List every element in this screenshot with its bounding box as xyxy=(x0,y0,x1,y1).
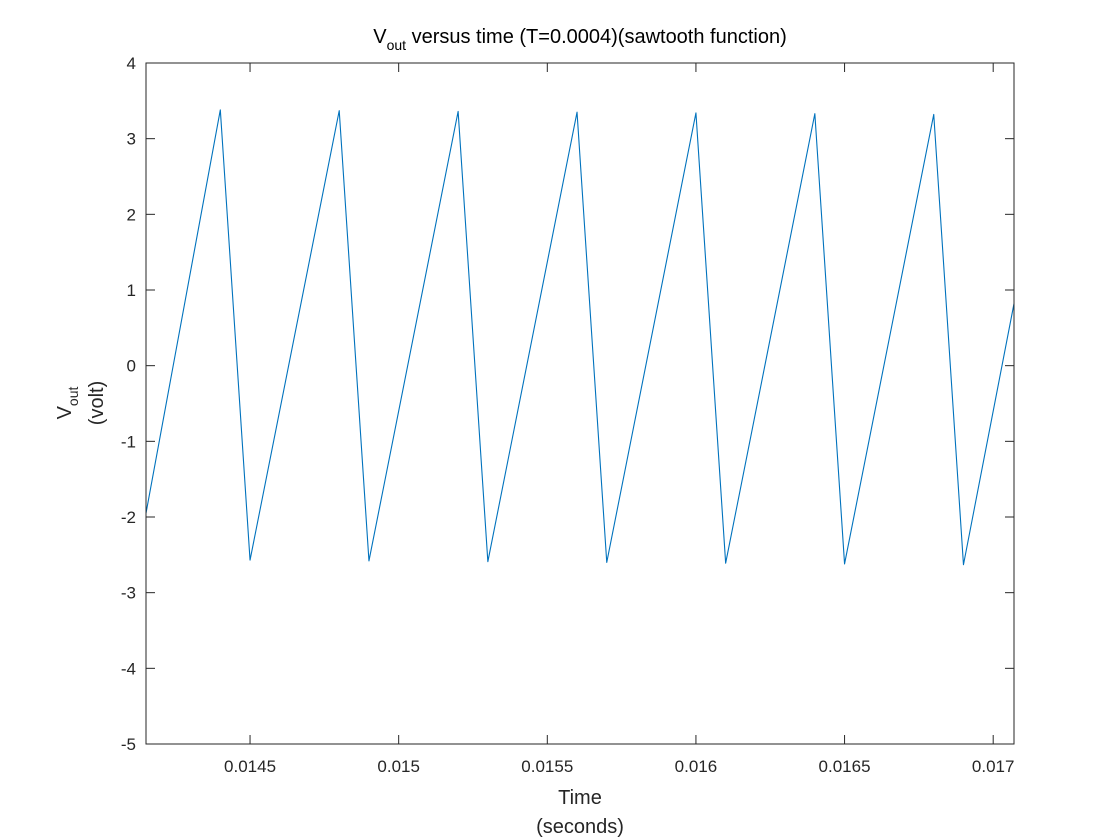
x-tick-label: 0.016 xyxy=(675,757,718,776)
x-tick-label: 0.0165 xyxy=(819,757,871,776)
y-tick-label: -3 xyxy=(121,584,136,603)
chart-title-rest: versus time (T=0.0004)(sawtooth function… xyxy=(406,26,787,48)
axes-box xyxy=(145,62,1015,745)
y-tick-label: 3 xyxy=(127,130,136,149)
y-axis-title-subscript: out xyxy=(65,386,81,406)
series-layer xyxy=(145,109,1015,566)
tick-label-layer: 0.0145 0.015 0.0155 0.016 0.0165 0.017 -5 -4 -3 -… xyxy=(121,54,1015,776)
axes-layer xyxy=(145,62,1015,745)
plot-area xyxy=(146,63,1014,744)
x-tick-label: 0.0155 xyxy=(521,757,573,776)
x-axis-subtitle: (seconds) xyxy=(536,816,624,838)
y-tick-label: 0 xyxy=(127,357,136,376)
x-tick-label: 0.017 xyxy=(972,757,1015,776)
y-tick-label: -4 xyxy=(121,659,136,678)
chart-title-subscript: out xyxy=(387,37,407,53)
chart-title-main: V xyxy=(373,26,387,48)
y-tick-label: 2 xyxy=(127,205,136,224)
y-axis-title-main: V xyxy=(54,405,76,419)
y-tick-label: 1 xyxy=(127,281,136,300)
y-tick-label: -5 xyxy=(121,735,136,754)
y-tick-label: 4 xyxy=(127,54,136,73)
y-tick-label: -1 xyxy=(121,432,136,451)
x-tick-label: 0.0145 xyxy=(224,757,276,776)
y-axis-unit: (volt) xyxy=(86,381,108,425)
x-tick-label: 0.015 xyxy=(377,757,420,776)
series-line-0 xyxy=(145,109,1015,566)
y-axis-title: Vout xyxy=(54,386,81,419)
y-tick-label: -2 xyxy=(121,508,136,527)
x-axis-title: Time xyxy=(558,787,602,809)
chart-title: Vout versus time (T=0.0004)(sawtooth fun… xyxy=(373,26,787,53)
